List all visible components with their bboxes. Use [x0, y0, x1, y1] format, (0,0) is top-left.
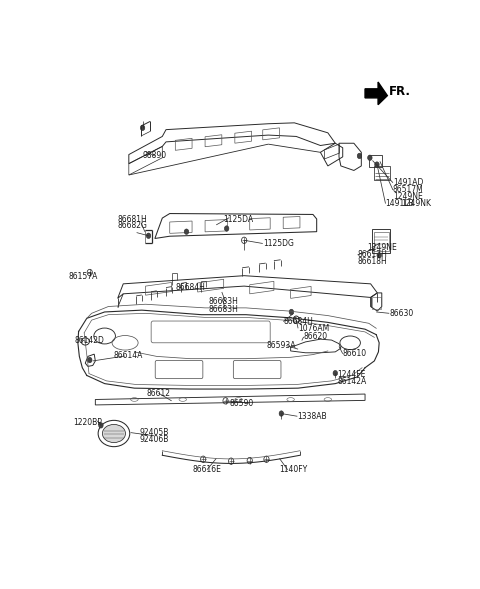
Text: 86682G: 86682G	[118, 221, 147, 230]
Text: 86616E: 86616E	[192, 465, 221, 474]
Text: 86620: 86620	[304, 332, 328, 342]
Text: 1140FY: 1140FY	[279, 465, 308, 474]
Text: 86684H: 86684H	[175, 283, 205, 292]
Text: FR.: FR.	[389, 85, 411, 98]
Text: 1491LB: 1491LB	[385, 199, 414, 208]
Text: 1249NK: 1249NK	[401, 199, 432, 208]
Circle shape	[375, 162, 379, 167]
Text: 86610: 86610	[343, 349, 367, 358]
Text: 92405B: 92405B	[140, 428, 169, 437]
Circle shape	[87, 358, 92, 363]
Circle shape	[225, 226, 229, 231]
Circle shape	[146, 233, 151, 239]
Circle shape	[140, 125, 145, 131]
Text: 1125DA: 1125DA	[224, 215, 253, 224]
Text: 1249NE: 1249NE	[393, 192, 423, 201]
Circle shape	[357, 153, 362, 158]
Circle shape	[368, 155, 372, 160]
Bar	[372, 229, 390, 253]
Text: 86142D: 86142D	[74, 336, 104, 345]
Circle shape	[184, 229, 189, 234]
Ellipse shape	[102, 425, 125, 442]
Text: 1125DG: 1125DG	[263, 239, 294, 248]
Text: 1076AM: 1076AM	[298, 324, 329, 333]
Text: 86593A: 86593A	[266, 341, 296, 350]
Text: 86618H: 86618H	[358, 257, 387, 266]
Text: 86684H: 86684H	[283, 317, 313, 326]
Bar	[374, 166, 390, 180]
Text: 1338AB: 1338AB	[297, 412, 327, 421]
Text: 86630: 86630	[389, 309, 413, 318]
Circle shape	[333, 370, 337, 376]
Bar	[369, 155, 382, 167]
Text: 86142A: 86142A	[337, 377, 366, 386]
Circle shape	[99, 423, 103, 428]
Bar	[372, 297, 381, 309]
Text: 1220BP: 1220BP	[73, 418, 102, 426]
Text: 1249NE: 1249NE	[367, 243, 396, 252]
Circle shape	[289, 309, 294, 315]
Text: 86517M: 86517M	[393, 186, 424, 194]
Text: 86617H: 86617H	[358, 250, 387, 259]
Text: 1244FE: 1244FE	[337, 370, 365, 379]
Polygon shape	[365, 82, 387, 105]
Circle shape	[377, 253, 382, 258]
Bar	[374, 232, 389, 251]
Text: 86683H: 86683H	[209, 297, 239, 306]
Circle shape	[279, 411, 284, 416]
Text: 92406B: 92406B	[140, 435, 169, 444]
Text: 86612: 86612	[146, 389, 170, 398]
Text: 86614A: 86614A	[113, 352, 143, 360]
Text: 86590: 86590	[229, 399, 253, 408]
Text: 86157A: 86157A	[68, 272, 98, 280]
Text: 86683H: 86683H	[209, 305, 239, 314]
Text: 98890: 98890	[143, 151, 167, 160]
Text: 1491AD: 1491AD	[393, 178, 423, 187]
Text: 86681H: 86681H	[118, 215, 147, 224]
